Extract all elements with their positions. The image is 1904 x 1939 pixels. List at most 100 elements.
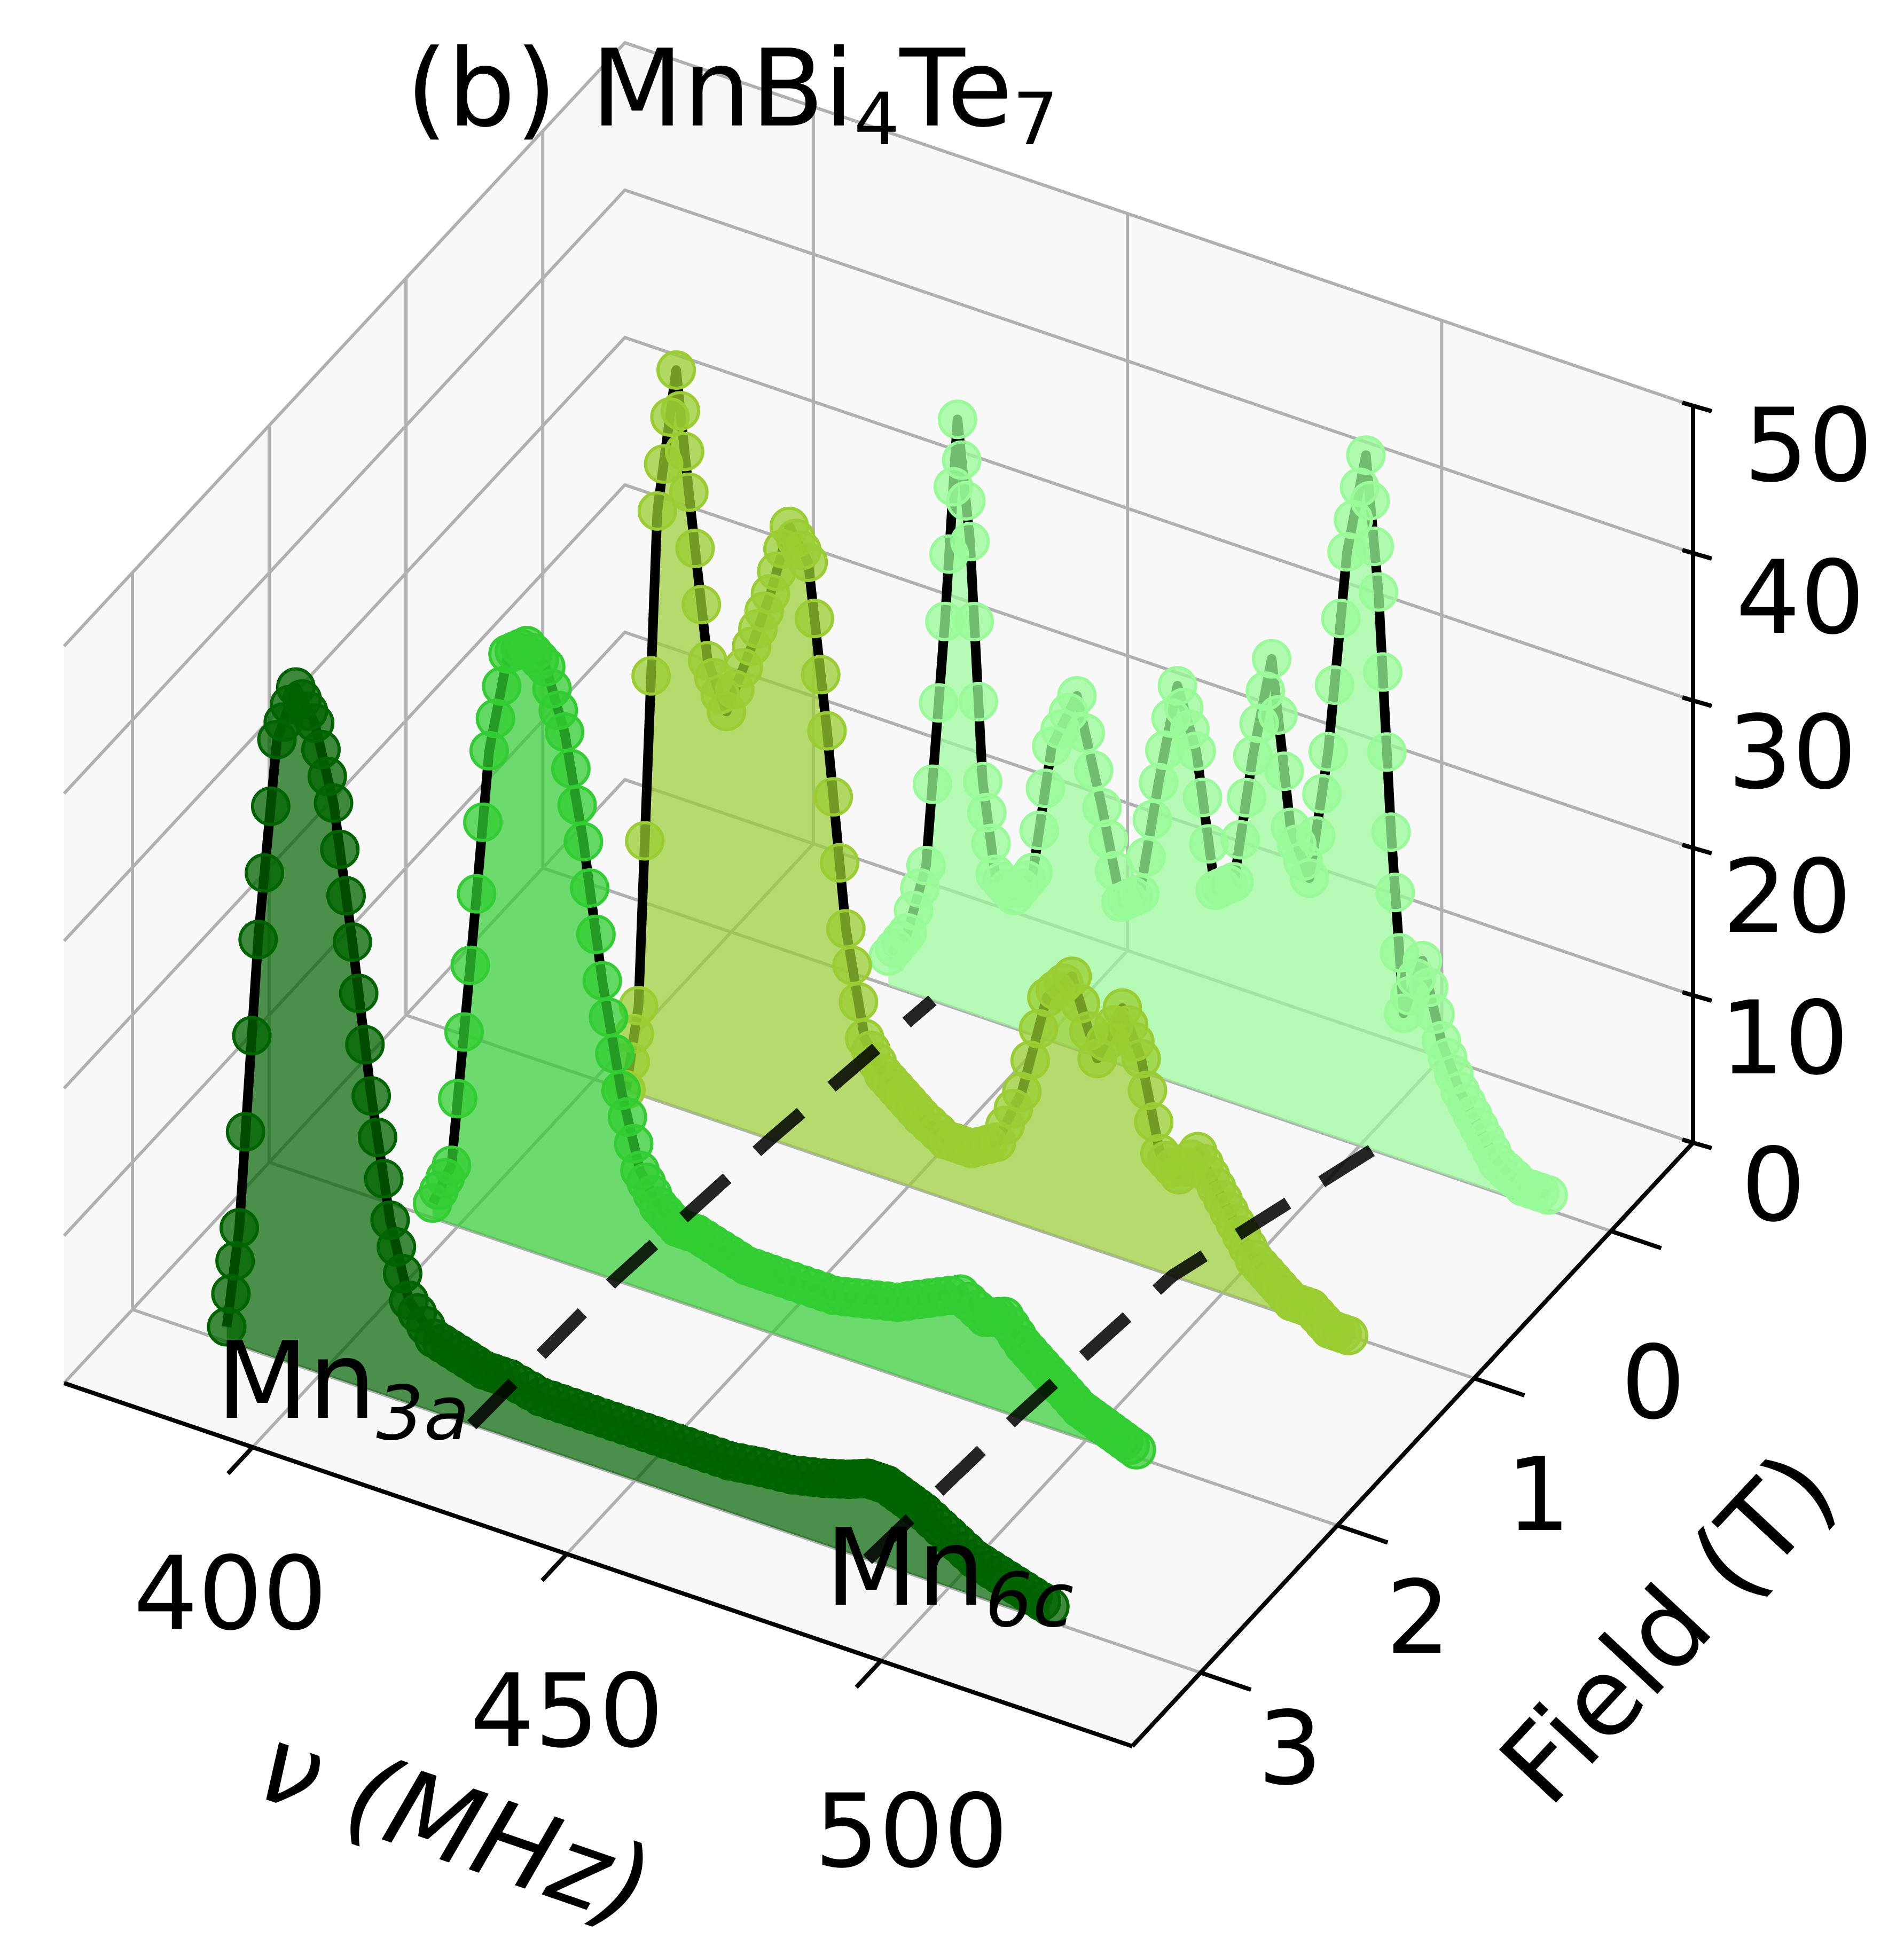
data-point [1126, 837, 1166, 877]
data-point [570, 868, 610, 908]
data-point [919, 683, 959, 723]
z-tick-label-10: 10 [1720, 979, 1849, 1097]
data-point [1082, 788, 1122, 828]
data-point [482, 666, 522, 706]
series-markers [606, 350, 1368, 1355]
data-point [332, 922, 372, 962]
z-tick-40 [1681, 548, 1713, 561]
data-point [463, 802, 503, 842]
data-point [1088, 819, 1129, 859]
data-point [1328, 1316, 1368, 1355]
x-tick-500 [855, 1659, 883, 1689]
z-tick-label-30: 30 [1728, 694, 1857, 812]
data-point [557, 785, 597, 825]
z-tick-label-0: 0 [1741, 1126, 1806, 1244]
z-tick-label-20: 20 [1722, 838, 1852, 956]
axes-lines [63, 401, 1713, 1748]
y-tick-0 [1610, 1229, 1662, 1251]
y-tick-label-0: 0 [1621, 1324, 1686, 1442]
data-point [563, 822, 604, 862]
z-tick-label-50: 50 [1744, 387, 1873, 505]
data-point [959, 681, 998, 721]
data-point [215, 1241, 255, 1281]
data-point [1302, 774, 1342, 814]
data-point [211, 1274, 251, 1314]
data-point [444, 1012, 484, 1052]
data-point [326, 876, 366, 916]
data-point [432, 1145, 472, 1186]
z-tick-20 [1681, 843, 1713, 855]
data-point [1528, 1175, 1568, 1215]
y-tick-1 [1473, 1376, 1525, 1398]
data-point [912, 764, 952, 804]
data-point [669, 472, 709, 512]
data-point [357, 1117, 397, 1157]
annotation-mn6c: Mn6c [825, 1506, 1074, 1644]
data-point [807, 711, 847, 751]
data-point [551, 749, 591, 789]
data-point [801, 655, 841, 695]
z-tick-0 [1681, 1137, 1713, 1150]
back-pane [625, 43, 1693, 1143]
data-point [595, 1034, 635, 1074]
series-field-2 [413, 626, 1156, 1470]
data-point [1116, 1430, 1156, 1470]
grid-line-z-50 [62, 41, 1694, 648]
x-tick-label-500: 500 [814, 1772, 1008, 1890]
data-point [946, 481, 986, 521]
y-tick-3 [1200, 1670, 1252, 1692]
data-point [1264, 751, 1304, 791]
data-point [1227, 778, 1266, 818]
data-point [1139, 763, 1179, 803]
data-point [813, 777, 853, 817]
grid-line-z-40 [62, 188, 1694, 795]
data-point [681, 585, 722, 625]
data-point [351, 1076, 391, 1116]
data-point [1057, 676, 1097, 716]
data-point [942, 440, 982, 480]
data-point [220, 1208, 259, 1248]
x-tick-400 [226, 1446, 254, 1475]
z-tick-10 [1681, 990, 1713, 1003]
data-point [364, 1159, 404, 1199]
data-point [314, 783, 354, 823]
data-point [320, 829, 360, 869]
x-axis-line [63, 1381, 1133, 1748]
y-tick-2 [1336, 1523, 1389, 1545]
dashed-guide-Mn3a [467, 995, 937, 1430]
x-tick-label-450: 450 [470, 1652, 664, 1770]
data-point [1013, 852, 1053, 892]
data-point [1252, 639, 1291, 679]
data-point [1132, 800, 1172, 839]
data-point [1214, 862, 1254, 902]
data-point [1121, 1039, 1161, 1079]
data-point [1308, 732, 1348, 772]
data-point [1321, 599, 1361, 639]
y-tick-label-2: 2 [1386, 1559, 1451, 1677]
data-point [1182, 778, 1223, 818]
data-point [225, 1112, 265, 1152]
data-point [1074, 750, 1114, 790]
data-point [589, 998, 629, 1037]
series-field-1 [606, 350, 1368, 1355]
data-point [576, 914, 616, 954]
data-point [1367, 732, 1407, 772]
data-point [826, 909, 866, 949]
data-point [1258, 695, 1298, 735]
data-point [1371, 812, 1411, 852]
data-point [1025, 768, 1065, 808]
data-point [937, 399, 977, 439]
series-markers [868, 399, 1568, 1215]
data-point [1354, 527, 1394, 567]
data-point [788, 543, 828, 582]
data-point [1019, 811, 1059, 850]
data-point [582, 961, 622, 1001]
data-point [820, 843, 859, 883]
x-tick-450 [540, 1552, 569, 1582]
data-point [1296, 816, 1336, 856]
y-tick-label-3: 3 [1258, 1690, 1322, 1808]
grid-line-z-30 [62, 335, 1694, 943]
data-point [1030, 1587, 1070, 1627]
dashed-guides [467, 995, 1376, 1564]
data-point [794, 599, 834, 639]
